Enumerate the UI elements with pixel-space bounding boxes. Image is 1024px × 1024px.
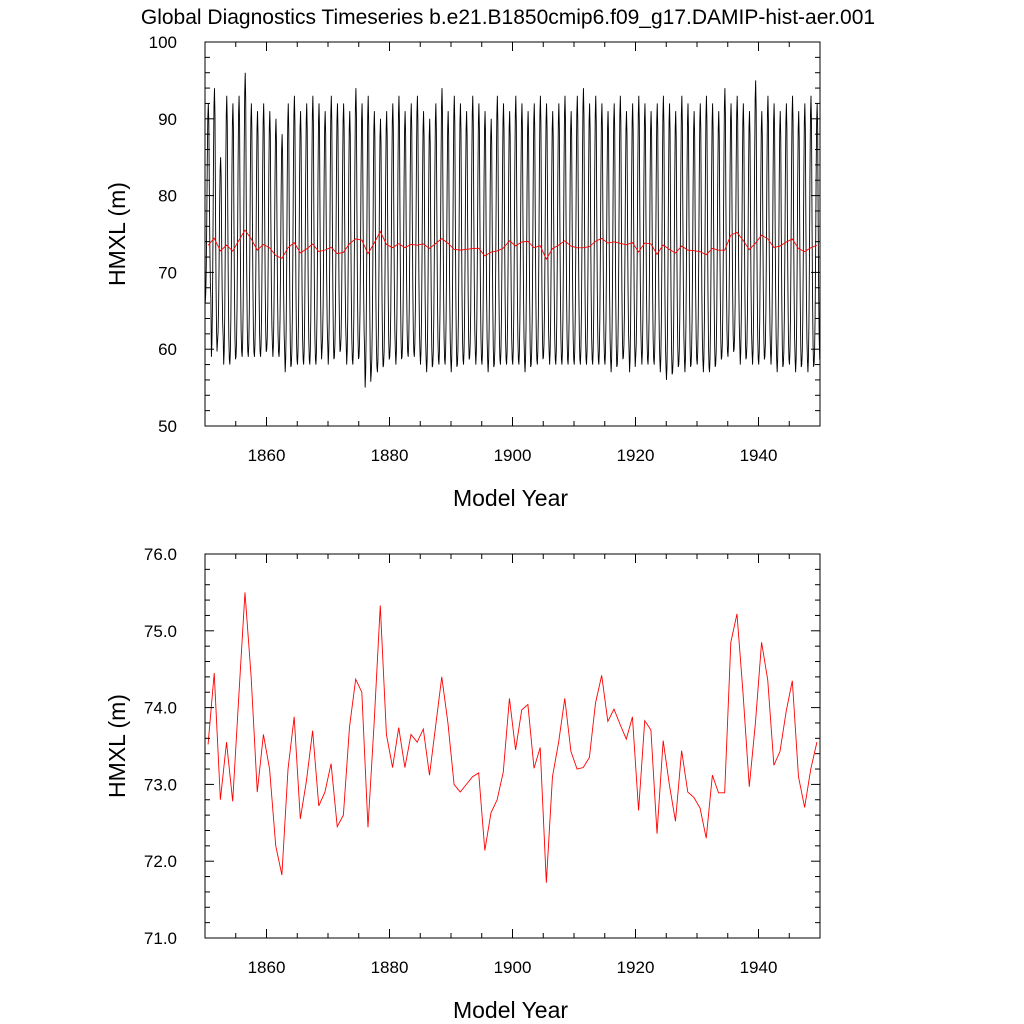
x-axis-label: Model Year <box>453 997 568 1023</box>
x-tick-label: 1860 <box>248 446 286 465</box>
monthly-series-line <box>205 72 820 388</box>
x-tick-label: 1880 <box>371 446 409 465</box>
x-tick-label: 1920 <box>617 446 655 465</box>
y-tick-label: 75.0 <box>144 622 177 641</box>
x-tick-label: 1860 <box>248 958 286 977</box>
annual-series-line <box>207 592 818 883</box>
x-tick-label: 1900 <box>494 446 532 465</box>
y-tick-label: 80 <box>158 187 177 206</box>
y-axis-label: HMXL (m) <box>104 182 130 286</box>
y-axis-label: HMXL (m) <box>104 694 130 798</box>
y-tick-label: 71.0 <box>144 929 177 948</box>
x-tick-label: 1880 <box>371 958 409 977</box>
plot-frame <box>204 553 821 939</box>
top-panel: 1860 1880 1900 1920 1940 50 60 70 80 90 100 Model Y… <box>104 33 821 511</box>
bottom-panel: 1860 1880 1900 1920 1940 71.0 72.0 73.0 74.0 75.0… <box>104 545 821 1023</box>
y-tick-label: 73.0 <box>144 775 177 794</box>
plot-frame <box>204 41 821 427</box>
y-tick-label: 70 <box>158 263 177 282</box>
figure-title: Global Diagnostics Timeseries b.e21.B185… <box>141 6 875 29</box>
y-tick-label: 50 <box>158 417 177 436</box>
y-tick-label: 76.0 <box>144 545 177 564</box>
y-tick-label: 90 <box>158 110 177 129</box>
y-tick-label: 60 <box>158 340 177 359</box>
x-tick-label: 1940 <box>740 958 778 977</box>
y-tick-label: 72.0 <box>144 852 177 871</box>
x-axis-label: Model Year <box>453 485 568 511</box>
annual-series-line <box>207 229 818 261</box>
x-tick-label: 1920 <box>617 958 655 977</box>
x-tick-label: 1900 <box>494 958 532 977</box>
x-tick-label: 1940 <box>740 446 778 465</box>
y-tick-label: 100 <box>149 33 177 52</box>
y-tick-label: 74.0 <box>144 699 177 718</box>
